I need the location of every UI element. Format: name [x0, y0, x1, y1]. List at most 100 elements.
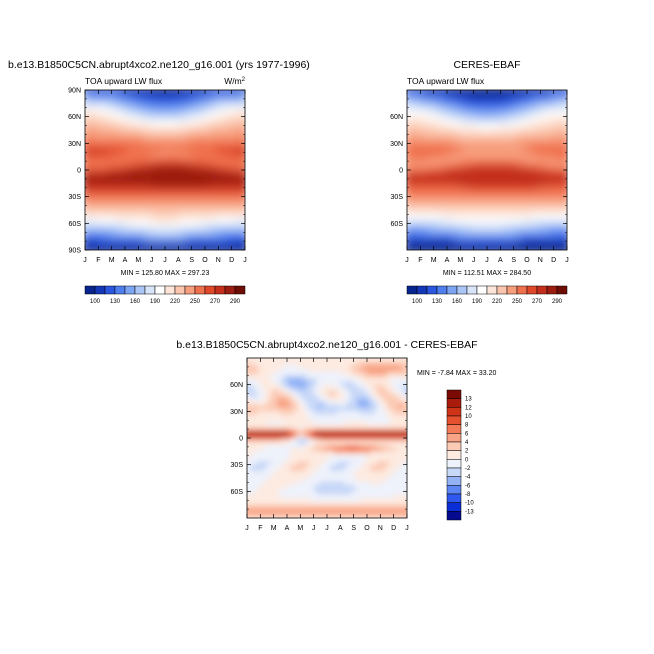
colorbar-swatch: [506, 285, 518, 295]
colorbar-label: 4: [465, 440, 469, 446]
y-tick-label: 30N: [230, 409, 243, 416]
colorbar-swatch: [526, 285, 538, 295]
x-tick-label: J: [565, 257, 569, 264]
y-tick-label: 30N: [390, 141, 403, 148]
colorbar-swatch: [446, 407, 462, 417]
colorbar-swatch: [446, 502, 462, 512]
colorbar-swatch: [214, 285, 226, 295]
colorbar-swatch: [446, 459, 462, 469]
panel-title: b.e13.B1850C5CN.abrupt4xco2.ne120_g16.00…: [176, 339, 477, 351]
x-tick-label: M: [271, 525, 277, 532]
y-tick-label: 60S: [231, 489, 244, 496]
x-tick-label: D: [391, 525, 396, 532]
colorbar-swatch: [496, 285, 508, 295]
colorbar-swatch: [94, 285, 106, 295]
colorbar-label: -4: [465, 475, 471, 481]
x-tick-label: S: [511, 257, 516, 264]
y-axis: 60N 30N 0 30S 60S: [230, 366, 407, 510]
colorbar-label: -13: [465, 509, 474, 515]
colorbar-swatch: [446, 433, 462, 443]
colorbar-swatch: [446, 441, 462, 451]
colorbar-label: 220: [170, 299, 181, 305]
x-tick-label: S: [189, 257, 194, 264]
colorbar-swatch: [516, 285, 528, 295]
x-tick-label: A: [176, 257, 181, 264]
colorbar-swatch: [546, 285, 558, 295]
y-tick-label: 90N: [68, 88, 81, 95]
colorbar-swatch: [456, 285, 468, 295]
y-tick-label: 60S: [69, 221, 82, 228]
contour-field: [407, 90, 567, 250]
x-tick-label: J: [312, 525, 316, 532]
y-tick-label: 30S: [69, 194, 82, 201]
colorbar-swatch: [124, 285, 136, 295]
colorbar-swatch: [154, 285, 166, 295]
colorbar-swatch: [486, 285, 498, 295]
colorbar-swatch: [446, 285, 458, 295]
min-max-label: MIN = 125.80 MAX = 297.23: [121, 270, 210, 277]
y-axis: 60N 30N 0 30S 60S: [390, 98, 567, 242]
x-tick-label: S: [351, 525, 356, 532]
colorbar-label: 100: [412, 299, 423, 305]
colorbar-label: 290: [552, 299, 563, 305]
x-tick-label: O: [202, 257, 208, 264]
colorbar-swatch: [234, 285, 246, 295]
x-tick-label: M: [457, 257, 463, 264]
colorbar: 100 130 160 190 220 250 270 290: [84, 285, 246, 305]
x-tick-label: A: [285, 525, 290, 532]
y-tick-label: 30N: [68, 141, 81, 148]
panel-title: CERES-EBAF: [453, 59, 520, 71]
colorbar-swatch: [184, 285, 196, 295]
y-tick-label: 90S: [69, 248, 82, 255]
colorbar-label: 220: [492, 299, 503, 305]
y-tick-label: 0: [399, 168, 403, 175]
colorbar-swatch: [224, 285, 236, 295]
colorbar-swatch: [446, 424, 462, 434]
colorbar-label: 160: [452, 299, 463, 305]
y-axis: 90N 60N 30N 0 30S 60S 90S: [68, 88, 245, 255]
x-tick-label: M: [135, 257, 141, 264]
x-tick-label: J: [243, 257, 247, 264]
contour-field: [247, 358, 407, 518]
x-tick-label: F: [258, 525, 262, 532]
colorbar-swatch: [114, 285, 126, 295]
colorbar-label: 270: [210, 299, 221, 305]
colorbar-swatch: [436, 285, 448, 295]
x-tick-label: F: [96, 257, 100, 264]
colorbar: 13 12 10 8 6 4 2 0 -2 -4 -6 -8 -10 -13: [446, 389, 474, 521]
colorbar-swatch: [556, 285, 568, 295]
colorbar-swatch: [194, 285, 206, 295]
x-tick-label: N: [216, 257, 221, 264]
colorbar-label: 250: [512, 299, 523, 305]
colorbar-swatch: [446, 476, 462, 486]
colorbar-label: 290: [230, 299, 241, 305]
panel-model: b.e13.B1850C5CN.abrupt4xco2.ne120_g16.00…: [8, 59, 310, 305]
colorbar-swatch: [416, 285, 428, 295]
colorbar-label: -2: [465, 466, 471, 472]
colorbar-swatch: [164, 285, 176, 295]
colorbar-swatch: [476, 285, 488, 295]
colorbar-swatch: [406, 285, 418, 295]
colorbar-label: 100: [90, 299, 101, 305]
panel-difference: b.e13.B1850C5CN.abrupt4xco2.ne120_g16.00…: [176, 339, 496, 532]
colorbar-swatch: [446, 511, 462, 521]
colorbar-swatch: [144, 285, 156, 295]
x-tick-label: O: [524, 257, 530, 264]
colorbar-swatch: [446, 398, 462, 408]
panel-title: b.e13.B1850C5CN.abrupt4xco2.ne120_g16.00…: [8, 59, 310, 71]
x-tick-label: J: [150, 257, 154, 264]
colorbar-swatch: [446, 493, 462, 503]
x-tick-label: M: [109, 257, 115, 264]
x-tick-label: A: [445, 257, 450, 264]
y-tick-label: 60S: [391, 221, 404, 228]
min-max-label: MIN = -7.84 MAX = 33.20: [417, 370, 496, 377]
colorbar-label: 190: [150, 299, 161, 305]
units-label: W/m2: [224, 76, 245, 86]
x-tick-label: D: [551, 257, 556, 264]
colorbar-swatch: [426, 285, 438, 295]
colorbar-label: 2: [465, 449, 469, 455]
x-tick-label: A: [498, 257, 503, 264]
